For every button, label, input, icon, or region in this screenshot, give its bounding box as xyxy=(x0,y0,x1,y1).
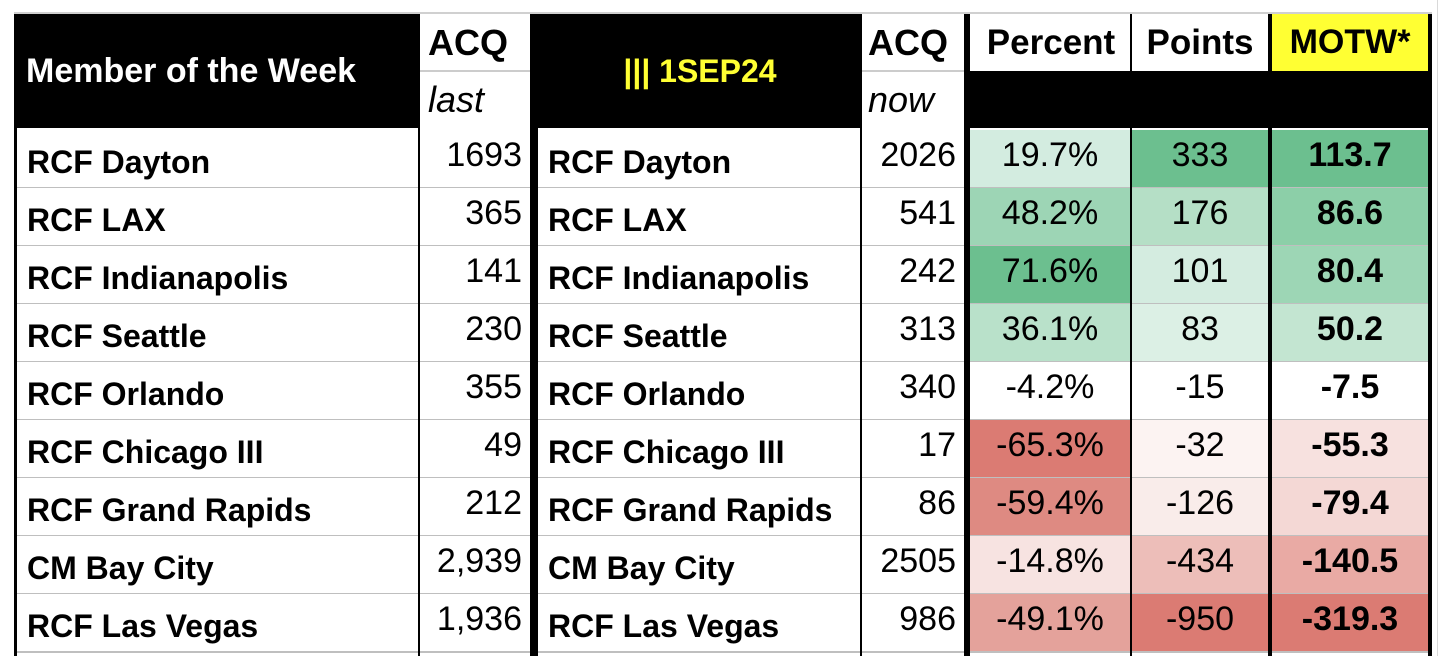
row-points[interactable]: -15 xyxy=(1132,362,1268,420)
row-percent[interactable]: -59.4% xyxy=(970,478,1130,536)
row-motw[interactable]: 86.6 xyxy=(1272,188,1428,246)
row-motw[interactable]: -55.3 xyxy=(1272,420,1428,478)
row-name-right[interactable]: RCF Indianapolis xyxy=(538,246,860,304)
row-percent[interactable]: 48.2% xyxy=(970,188,1130,246)
row-acq-now[interactable]: 17 xyxy=(862,420,964,478)
row-acq-last[interactable]: 355 xyxy=(420,362,530,420)
header-member-of-week[interactable]: Member of the Week xyxy=(16,14,420,128)
header-acq-right-text: ACQ xyxy=(868,21,948,63)
header-percent-text: Percent xyxy=(986,22,1116,62)
faint-line-1 xyxy=(1437,0,1438,656)
row-points[interactable]: -32 xyxy=(1132,420,1268,478)
row-acq-last[interactable]: 2,939 xyxy=(420,536,530,594)
row-name-right[interactable]: CM Bay City xyxy=(538,536,860,594)
header-line-h1 xyxy=(420,70,530,72)
border-col1 xyxy=(418,128,420,656)
row-divider xyxy=(17,651,1428,653)
header-black-band-points xyxy=(1132,71,1268,128)
row-motw[interactable]: 50.2 xyxy=(1272,304,1428,362)
header-black-band-motw xyxy=(1272,71,1428,128)
row-name-right[interactable]: RCF LAX xyxy=(538,188,860,246)
row-percent[interactable]: -49.1% xyxy=(970,594,1130,652)
header-motw-text: MOTW* xyxy=(1289,23,1411,61)
row-name-right[interactable]: RCF Seattle xyxy=(538,304,860,362)
row-name-left[interactable]: RCF Las Vegas xyxy=(17,594,418,652)
row-percent[interactable]: -65.3% xyxy=(970,420,1130,478)
row-name-right[interactable]: RCF Chicago III xyxy=(538,420,860,478)
row-points[interactable]: 83 xyxy=(1132,304,1268,362)
row-name-left[interactable]: RCF LAX xyxy=(17,188,418,246)
header-last[interactable]: last xyxy=(420,71,530,128)
row-points[interactable]: -434 xyxy=(1132,536,1268,594)
border-col3 xyxy=(860,128,862,656)
header-line-h2 xyxy=(862,70,964,72)
row-motw[interactable]: -140.5 xyxy=(1272,536,1428,594)
row-points[interactable]: 333 xyxy=(1132,130,1268,188)
row-percent[interactable]: -14.8% xyxy=(970,536,1130,594)
header-now[interactable]: now xyxy=(862,71,966,128)
row-name-left[interactable]: RCF Indianapolis xyxy=(17,246,418,304)
row-motw[interactable]: -79.4 xyxy=(1272,478,1428,536)
header-last-text: last xyxy=(428,78,485,120)
header-now-text: now xyxy=(868,78,935,120)
row-points[interactable]: 176 xyxy=(1132,188,1268,246)
row-acq-last[interactable]: 1693 xyxy=(420,130,530,188)
row-motw[interactable]: -7.5 xyxy=(1272,362,1428,420)
row-acq-last[interactable]: 365 xyxy=(420,188,530,246)
row-name-left[interactable]: RCF Grand Rapids xyxy=(17,478,418,536)
header-points[interactable]: Points xyxy=(1132,14,1268,71)
row-acq-now[interactable]: 86 xyxy=(862,478,964,536)
row-name-left[interactable]: CM Bay City xyxy=(17,536,418,594)
row-acq-now[interactable]: 541 xyxy=(862,188,964,246)
row-acq-now[interactable]: 986 xyxy=(862,594,964,652)
header-top-border xyxy=(14,12,1432,14)
row-percent[interactable]: 36.1% xyxy=(970,304,1130,362)
row-acq-now[interactable]: 2505 xyxy=(862,536,964,594)
border-left xyxy=(14,14,17,656)
header-date[interactable]: ||| 1SEP24 xyxy=(538,14,862,128)
row-percent[interactable]: 71.6% xyxy=(970,246,1130,304)
header-date-text: ||| 1SEP24 xyxy=(623,52,777,89)
row-name-left[interactable]: RCF Dayton xyxy=(17,130,418,188)
row-motw[interactable]: 80.4 xyxy=(1272,246,1428,304)
row-name-left[interactable]: RCF Seattle xyxy=(17,304,418,362)
header-acq-last[interactable]: ACQ xyxy=(420,14,530,71)
border-col6 xyxy=(1268,14,1272,656)
header-black-band-percent xyxy=(970,71,1132,128)
row-name-right[interactable]: RCF Las Vegas xyxy=(538,594,860,652)
border-col5 xyxy=(1130,14,1132,656)
row-acq-last[interactable]: 1,936 xyxy=(420,594,530,652)
row-motw[interactable]: -319.3 xyxy=(1272,594,1428,652)
row-acq-now[interactable]: 2026 xyxy=(862,130,964,188)
row-name-right[interactable]: RCF Dayton xyxy=(538,130,860,188)
row-acq-last[interactable]: 141 xyxy=(420,246,530,304)
border-col2 xyxy=(530,14,538,656)
row-acq-now[interactable]: 340 xyxy=(862,362,964,420)
header-motw[interactable]: MOTW* xyxy=(1272,14,1428,71)
row-percent[interactable]: -4.2% xyxy=(970,362,1130,420)
row-points[interactable]: -950 xyxy=(1132,594,1268,652)
header-acq-left-text: ACQ xyxy=(428,21,508,63)
row-acq-now[interactable]: 242 xyxy=(862,246,964,304)
row-name-left[interactable]: RCF Orlando xyxy=(17,362,418,420)
row-name-right[interactable]: RCF Orlando xyxy=(538,362,860,420)
row-points[interactable]: 101 xyxy=(1132,246,1268,304)
header-acq-now[interactable]: ACQ xyxy=(862,14,966,71)
row-acq-last[interactable]: 212 xyxy=(420,478,530,536)
border-right xyxy=(1428,14,1432,656)
row-acq-last[interactable]: 230 xyxy=(420,304,530,362)
row-acq-last[interactable]: 49 xyxy=(420,420,530,478)
header-member-of-week-text: Member of the Week xyxy=(26,51,357,90)
row-name-left[interactable]: RCF Chicago III xyxy=(17,420,418,478)
row-name-right[interactable]: RCF Grand Rapids xyxy=(538,478,860,536)
row-percent[interactable]: 19.7% xyxy=(970,130,1130,188)
row-points[interactable]: -126 xyxy=(1132,478,1268,536)
row-motw[interactable]: 113.7 xyxy=(1272,130,1428,188)
row-acq-now[interactable]: 313 xyxy=(862,304,964,362)
border-col4 xyxy=(964,14,970,656)
header-points-text: Points xyxy=(1146,22,1254,62)
header-percent[interactable]: Percent xyxy=(970,14,1132,71)
